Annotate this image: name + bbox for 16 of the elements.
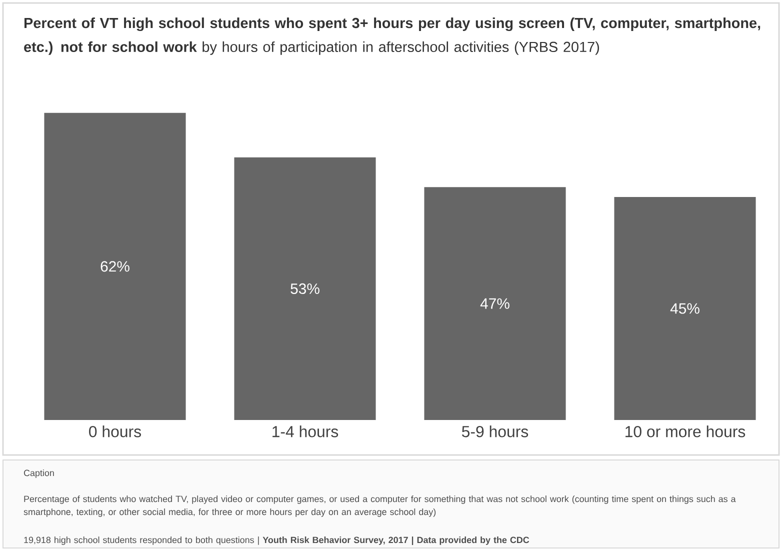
bar: [234, 157, 376, 420]
x-tick-label: 1-4 hours: [272, 426, 338, 438]
bar: [44, 112, 186, 420]
data-label: 47%: [480, 298, 510, 309]
x-tick-label: 0 hours: [89, 426, 141, 438]
data-label: 53%: [290, 283, 320, 294]
data-label: 45%: [670, 303, 700, 314]
x-tick-label: 5-9 hours: [462, 426, 528, 438]
text: 19,918 high school students responded to both questions | Youth Risk Behavior Survey, 2017 | Data provided by the CDC: [24, 536, 530, 546]
x-tick-label: 10 or more hours: [626, 426, 746, 438]
bar: [614, 197, 756, 420]
text: Percentage of students who watched TV, played video or computer games, or used a computer for something that was not school work (counting time spent on things such as a smartphone, texting, or other social media, for three or more hours per day on an average school day): [24, 496, 736, 517]
chart-title: Percent of VT high school students who spent 3+ hours per day using screen (TV, computer, smartphone, etc.) not for school work by hours of participation in afterschool activities (YRBS 2017): [24, 18, 760, 55]
data-label: 62%: [100, 261, 130, 272]
bar: [424, 187, 566, 420]
text: Caption: [24, 470, 54, 478]
